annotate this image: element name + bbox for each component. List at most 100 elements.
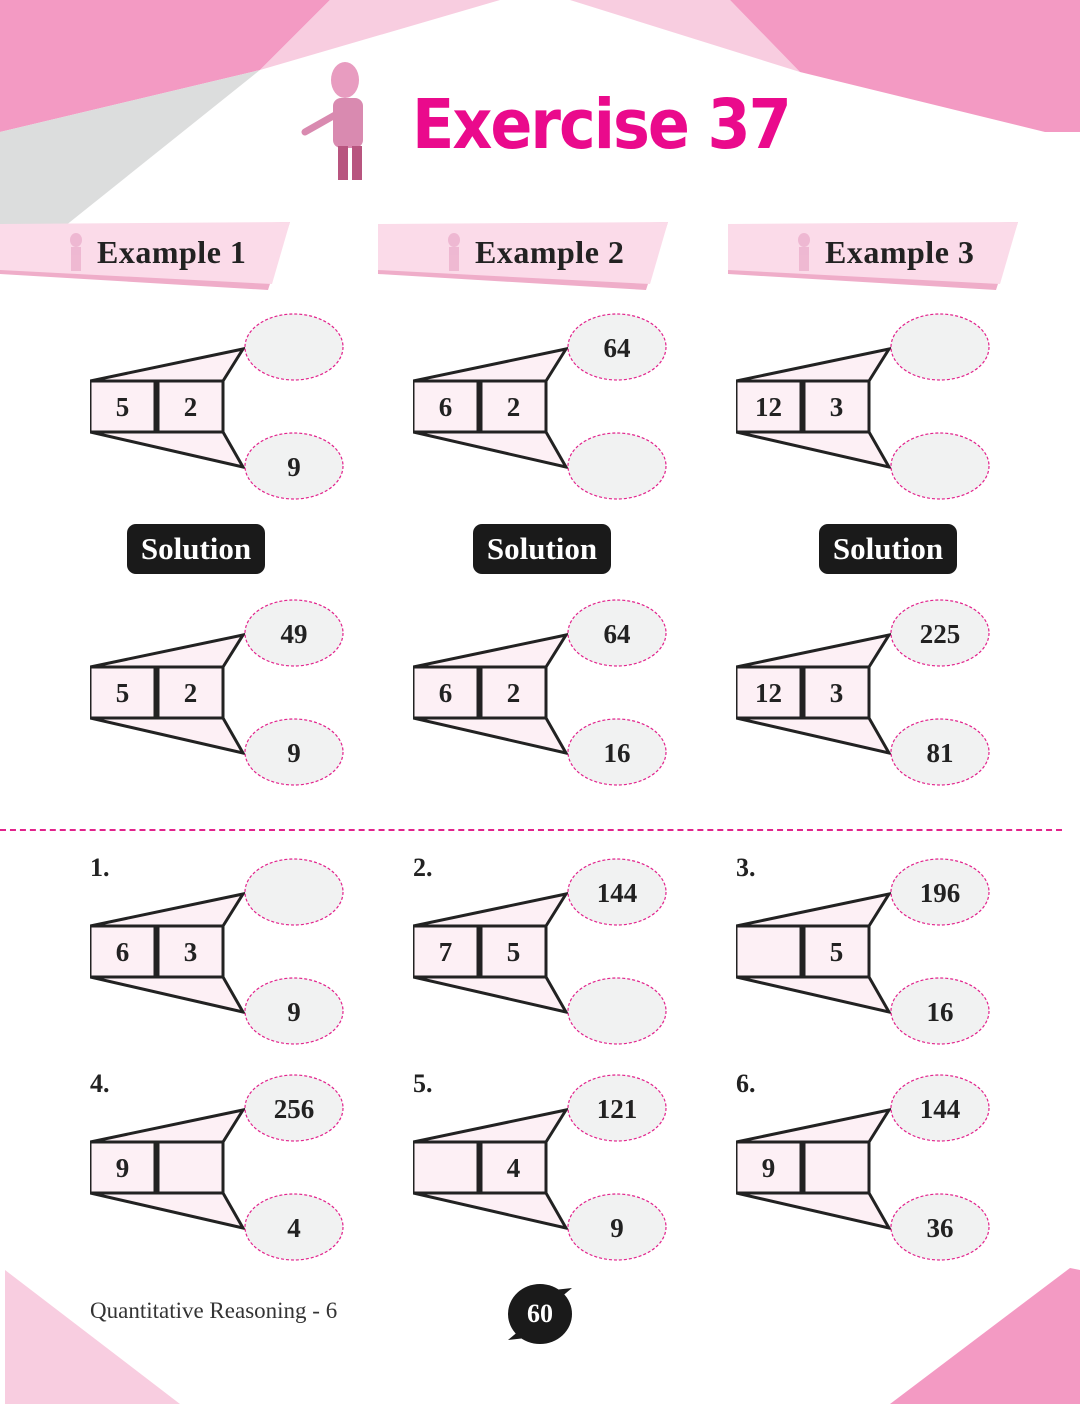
bottom-ellipse (244, 977, 344, 1045)
book-title: Quantitative Reasoning - 6 (90, 1298, 338, 1323)
left-value: 12 (755, 678, 782, 708)
example-label: Example 2 (475, 234, 625, 270)
left-box (413, 379, 480, 434)
right-box (479, 1140, 548, 1195)
top-ellipse (890, 858, 990, 926)
example-1-question-diagram: 5 2 9 (90, 313, 350, 503)
right-value: 2 (183, 678, 198, 708)
question-number: 5. (413, 1069, 433, 1098)
top-value: 144 (919, 1094, 961, 1124)
right-box (802, 1140, 871, 1195)
bottom-value: 9 (287, 738, 301, 768)
left-box (90, 379, 157, 434)
example-1-solution-diagram: 5 2 49 9 (90, 599, 350, 789)
question-number: 4. (90, 1069, 110, 1098)
right-value: 2 (506, 392, 521, 422)
solution-label: Solution (819, 524, 957, 574)
left-box (90, 1140, 157, 1195)
exercise-1-diagram: 6 3 9 (90, 858, 350, 1048)
bottom-ellipse (890, 977, 990, 1045)
right-value: 2 (506, 678, 521, 708)
left-value: 5 (115, 392, 130, 422)
bottom-value: 9 (287, 452, 301, 482)
bottom-value: 16 (603, 738, 631, 768)
bottom-ellipse (567, 1193, 667, 1261)
left-box (90, 924, 157, 979)
example-1-banner: Example 1 (0, 222, 290, 290)
solution-label: Solution (473, 524, 611, 574)
bottom-ellipse (890, 432, 990, 500)
bottom-value: 4 (287, 1213, 301, 1243)
top-value: 256 (273, 1094, 315, 1124)
bottom-ellipse (567, 432, 667, 500)
exercise-6-diagram: 9 144 36 (736, 1074, 996, 1264)
question-number: 2. (413, 853, 433, 882)
bottom-value: 9 (287, 997, 301, 1027)
bottom-ellipse (567, 977, 667, 1045)
page-number: 60 (527, 1299, 553, 1328)
bottom-ellipse (890, 1193, 990, 1261)
question-number: 1. (90, 853, 110, 882)
left-box (413, 924, 480, 979)
left-value: 6 (115, 937, 130, 967)
left-box (413, 665, 480, 720)
question-number: 3. (736, 853, 756, 882)
top-ellipse (890, 313, 990, 381)
right-value: 5 (829, 937, 844, 967)
right-box (479, 924, 548, 979)
girl-mascot-icon (301, 62, 363, 180)
right-box (156, 924, 225, 979)
top-value: 49 (280, 619, 308, 649)
right-box (479, 665, 548, 720)
bottom-ellipse (244, 432, 344, 500)
exercise-2-diagram: 7 5 144 (413, 858, 673, 1048)
top-value: 64 (603, 619, 631, 649)
bottom-ellipse (567, 718, 667, 786)
left-box (413, 1140, 480, 1195)
top-value: 64 (603, 333, 631, 363)
left-box (736, 1140, 803, 1195)
bottom-ellipse (244, 1193, 344, 1261)
example-3-solution-diagram: 12 3 225 81 (736, 599, 996, 789)
left-value: 12 (755, 392, 782, 422)
top-ellipse (244, 313, 344, 381)
right-value: 4 (506, 1153, 521, 1183)
bottom-ellipse (244, 718, 344, 786)
right-value: 2 (183, 392, 198, 422)
example-label: Example 3 (825, 234, 975, 270)
top-ellipse (244, 1074, 344, 1142)
left-value: 9 (761, 1153, 776, 1183)
top-value: 225 (919, 619, 961, 649)
right-value: 3 (829, 678, 844, 708)
bottom-value: 16 (926, 997, 954, 1027)
bottom-value: 81 (926, 738, 954, 768)
right-box (479, 379, 548, 434)
top-ellipse (567, 858, 667, 926)
top-ellipse (890, 599, 990, 667)
exercise-5-diagram: 4 121 9 (413, 1074, 673, 1264)
right-box (156, 1140, 225, 1195)
right-box (802, 924, 871, 979)
top-ellipse (567, 1074, 667, 1142)
left-value: 6 (438, 678, 453, 708)
left-box (736, 379, 803, 434)
top-value: 144 (596, 878, 638, 908)
bottom-value: 9 (610, 1213, 624, 1243)
section-divider (0, 829, 1062, 831)
solution-label: Solution (127, 524, 265, 574)
example-2-question-diagram: 6 2 64 (413, 313, 673, 503)
page-title: Exercise 37 (412, 84, 792, 165)
top-ellipse (567, 599, 667, 667)
left-value: 6 (438, 392, 453, 422)
left-box (736, 665, 803, 720)
example-3-banner: Example 3 (728, 222, 1018, 290)
question-number: 6. (736, 1069, 756, 1098)
left-box (736, 924, 803, 979)
left-box (90, 665, 157, 720)
exercise-4-diagram: 9 256 4 (90, 1074, 350, 1264)
bottom-value: 36 (926, 1213, 954, 1243)
page-number-badge: 60 (506, 1282, 574, 1346)
right-box (156, 665, 225, 720)
